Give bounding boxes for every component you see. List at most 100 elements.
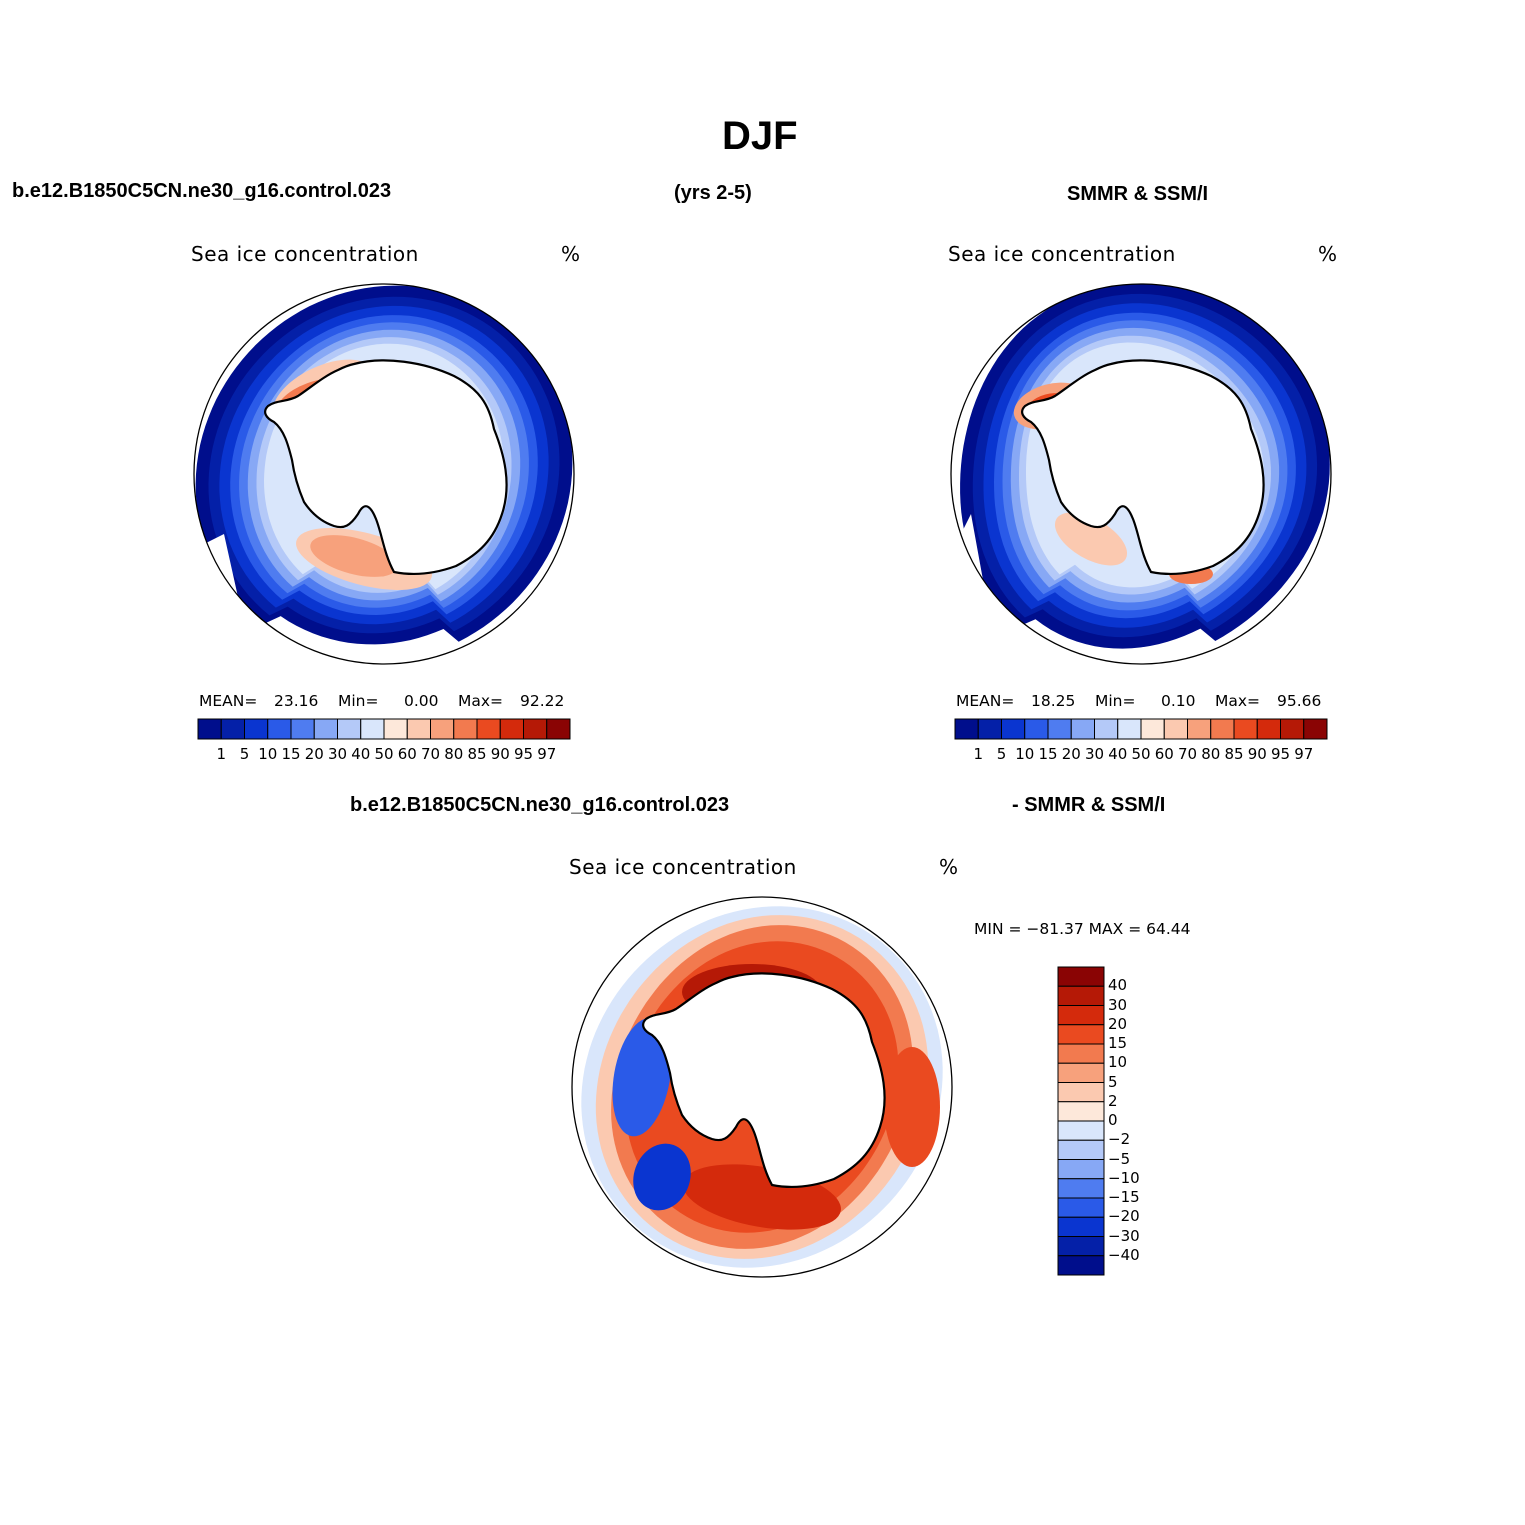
colorbar-tick-label: 30 — [327, 745, 348, 763]
colorbar-tick-label: 40 — [351, 745, 371, 763]
obs-mean-label: MEAN= — [956, 692, 1015, 710]
diff-panel-label: Sea ice concentration — [569, 855, 797, 879]
colorbar-tick-label: 5 — [996, 745, 1007, 763]
model-min-value: 0.00 — [404, 692, 439, 710]
colorbar-tick-label: 70 — [420, 745, 441, 763]
colorbar-swatch — [1256, 718, 1281, 740]
obs-min-label: Min= — [1095, 692, 1136, 710]
ross-sea-ice — [1054, 512, 1128, 566]
colorbar-tick-label: 15 — [281, 745, 301, 763]
colorbar-tick-label: −2 — [1108, 1130, 1131, 1149]
colorbar-tick-label: −10 — [1108, 1168, 1140, 1187]
colorbar-tick-label: 50 — [374, 745, 394, 763]
colorbar-swatch — [1001, 718, 1026, 740]
colorbar-swatch — [337, 718, 362, 740]
map-boundary — [193, 283, 575, 665]
colorbar-tick-label: 5 — [1108, 1072, 1118, 1091]
colorbar-swatch — [383, 718, 408, 740]
colorbar-tick-label: 97 — [1294, 745, 1314, 763]
colorbar-tick-label: 60 — [1154, 745, 1174, 763]
colorbar-tick-label: 50 — [1131, 745, 1151, 763]
colorbar-swatch — [1280, 718, 1305, 740]
colorbar-tick-label: −15 — [1108, 1188, 1140, 1206]
colorbar-swatch — [1057, 1082, 1105, 1103]
colorbar-swatch — [954, 718, 979, 740]
map-boundary — [950, 283, 1332, 665]
colorbar-swatch — [1057, 1236, 1105, 1257]
colorbar-tick-label: 30 — [1084, 745, 1105, 763]
colorbar-tick-label: 85 — [1224, 745, 1244, 763]
diff-minmax: MIN = −81.37 MAX = 64.44 — [974, 920, 1191, 938]
diff-map — [571, 896, 953, 1278]
colorbar-swatch — [1057, 1255, 1105, 1276]
colorbar-tick-label: 20 — [1061, 745, 1081, 763]
colorbar-tick-label: −5 — [1108, 1149, 1131, 1168]
colorbar-swatch — [1057, 1024, 1105, 1045]
diff-left-header: b.e12.B1850C5CN.ne30_g16.control.023 — [350, 794, 730, 816]
colorbar-tick-label: −20 — [1108, 1207, 1140, 1226]
colorbar-tick-label: 70 — [1177, 745, 1198, 763]
colorbar-swatch — [1057, 966, 1105, 987]
colorbar-tick-label: −30 — [1108, 1226, 1140, 1245]
colorbar-swatch — [1233, 718, 1258, 740]
obs-max-value: 95.66 — [1277, 692, 1322, 710]
obs-map — [950, 283, 1332, 665]
colorbar-tick-label: 5 — [239, 745, 250, 763]
colorbar-tick-label: 0 — [1108, 1111, 1118, 1129]
colorbar-swatch — [220, 718, 245, 740]
colorbar-swatch — [1140, 718, 1165, 740]
colorbar-tick-label: 80 — [444, 745, 464, 763]
colorbar-tick-label: 2 — [1108, 1091, 1118, 1110]
antarctica-coastline — [1021, 359, 1265, 576]
colorbar-swatch — [499, 718, 524, 740]
model-panel-label: Sea ice concentration — [191, 242, 419, 266]
colorbar-swatch — [476, 718, 501, 740]
left-header: b.e12.B1850C5CN.ne30_g16.control.023 — [12, 180, 392, 202]
colorbar-swatch — [1057, 1178, 1105, 1199]
colorbar-swatch — [1303, 718, 1328, 740]
colorbar-swatch — [1187, 718, 1212, 740]
model-min-label: Min= — [338, 692, 379, 710]
colorbar-swatch — [197, 718, 222, 740]
colorbar-tick-label: 95 — [1270, 745, 1291, 763]
colorbar-swatch — [1057, 1101, 1105, 1122]
colorbar-tick-label: 90 — [490, 745, 510, 763]
colorbar-swatch — [1117, 718, 1142, 740]
antarctica-coastline — [642, 972, 886, 1189]
colorbar-tick-label: 95 — [513, 745, 534, 763]
colorbar-swatch — [453, 718, 478, 740]
colorbar-swatch — [1057, 1216, 1105, 1237]
colorbar-swatch — [1210, 718, 1235, 740]
colorbar-swatch — [1163, 718, 1188, 740]
model-max-label: Max= — [458, 692, 504, 710]
center-header: (yrs 2-5) — [674, 182, 752, 204]
model-max-value: 92.22 — [520, 692, 565, 710]
colorbar-swatch — [546, 718, 571, 740]
colorbar-swatch — [523, 718, 548, 740]
colorbar-swatch — [1070, 718, 1095, 740]
colorbar-tick-label: 10 — [258, 745, 278, 763]
colorbar-swatch — [267, 718, 292, 740]
model-mean-value: 23.16 — [274, 692, 319, 710]
diff-panel-units: % — [939, 855, 959, 879]
colorbar-tick-label: 1 — [216, 745, 227, 763]
colorbar-tick-label: 1 — [973, 745, 984, 763]
colorbar-swatch — [1057, 985, 1105, 1006]
colorbar-swatch — [430, 718, 455, 740]
colorbar-swatch — [977, 718, 1002, 740]
colorbar-swatch — [1057, 1120, 1105, 1141]
obs-colorbar — [954, 718, 1328, 740]
obs-panel-label: Sea ice concentration — [948, 242, 1176, 266]
figure-title: DJF — [722, 114, 798, 158]
colorbar-tick-label: 15 — [1108, 1034, 1128, 1052]
colorbar-tick-label: 20 — [1108, 1014, 1128, 1033]
colorbar-tick-label: −40 — [1108, 1245, 1140, 1264]
colorbar-swatch — [1057, 1062, 1105, 1083]
map-boundary — [571, 896, 953, 1278]
obs-min-value: 0.10 — [1161, 692, 1196, 710]
colorbar-swatch — [290, 718, 315, 740]
colorbar-swatch — [1057, 1139, 1105, 1160]
colorbar-swatch — [1057, 1159, 1105, 1180]
model-colorbar — [197, 718, 571, 740]
colorbar-tick-label: 10 — [1015, 745, 1035, 763]
